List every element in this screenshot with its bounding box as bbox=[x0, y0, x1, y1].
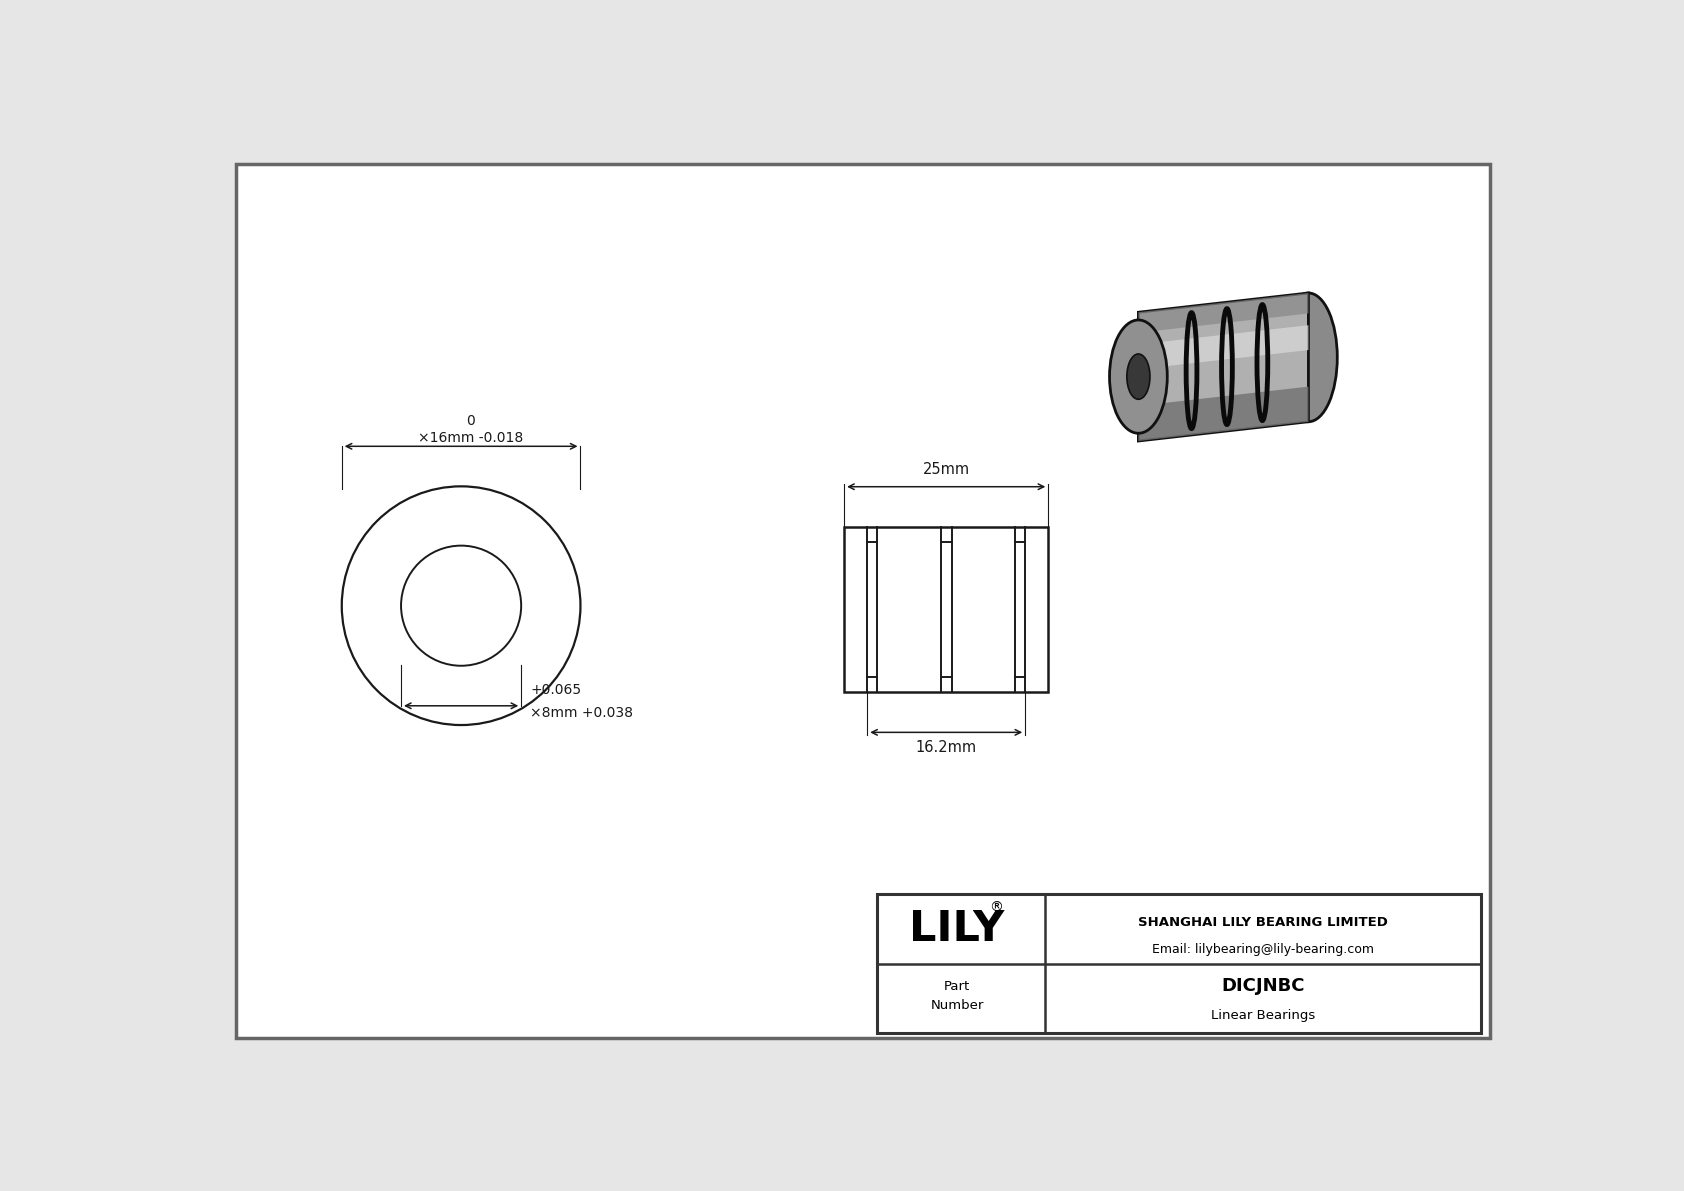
Ellipse shape bbox=[1280, 293, 1337, 422]
Text: +0.065: +0.065 bbox=[530, 684, 581, 698]
Polygon shape bbox=[1138, 293, 1308, 332]
Bar bbox=[877, 894, 1482, 1033]
Ellipse shape bbox=[1110, 320, 1167, 434]
Text: ×8mm +0.038: ×8mm +0.038 bbox=[530, 706, 633, 719]
Text: SHANGHAI LILY BEARING LIMITED: SHANGHAI LILY BEARING LIMITED bbox=[1138, 916, 1388, 929]
Polygon shape bbox=[1138, 387, 1308, 441]
FancyBboxPatch shape bbox=[236, 164, 1490, 1039]
Text: ×16mm -0.018: ×16mm -0.018 bbox=[418, 431, 524, 444]
Text: Part
Number: Part Number bbox=[930, 980, 983, 1011]
Text: Email: lilybearing@lily-bearing.com: Email: lilybearing@lily-bearing.com bbox=[1152, 943, 1374, 956]
Text: 25mm: 25mm bbox=[923, 462, 970, 478]
Text: 0: 0 bbox=[466, 413, 475, 428]
Polygon shape bbox=[1138, 325, 1308, 369]
Polygon shape bbox=[1138, 293, 1308, 441]
Text: LILY: LILY bbox=[909, 908, 1005, 950]
Text: DICJNBC: DICJNBC bbox=[1221, 977, 1305, 994]
Text: ®: ® bbox=[989, 902, 1004, 916]
Ellipse shape bbox=[1127, 354, 1150, 399]
Text: Linear Bearings: Linear Bearings bbox=[1211, 1009, 1315, 1022]
Bar bbox=[844, 526, 1047, 692]
Text: 16.2mm: 16.2mm bbox=[916, 740, 977, 755]
